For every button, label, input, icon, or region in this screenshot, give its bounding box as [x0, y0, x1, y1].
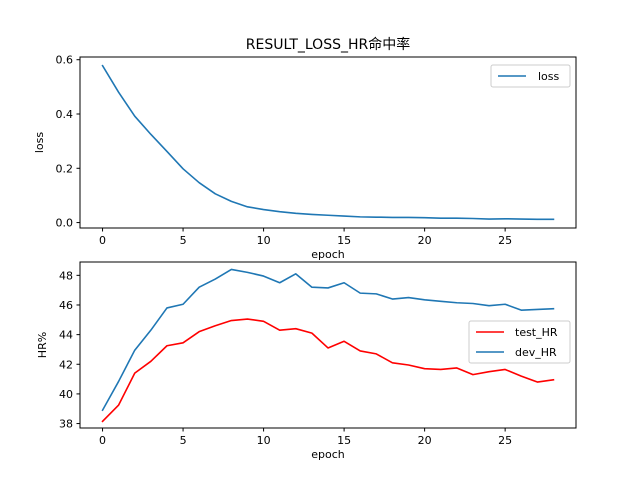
- x-tick-label: 15: [337, 234, 351, 247]
- x-tick-label: 0: [99, 434, 106, 447]
- y-axis-label: loss: [33, 132, 46, 154]
- series-line-dev-hr: [101, 268, 555, 412]
- y-tick-label: 48: [59, 269, 73, 282]
- series-line-loss: [101, 64, 555, 221]
- y-tick-label: 42: [59, 358, 73, 371]
- legend-label: test_HR: [515, 326, 558, 339]
- legend-box: [490, 64, 571, 88]
- y-tick-label: 46: [59, 299, 73, 312]
- hr-plot: 0 5 10 15 20 25 38 40 42 44 46 48 epoch HR% test_HRdev…: [36, 261, 577, 461]
- loss-plot: 0 5 10 15 20 25 0.0 0.2 0.4 0.6 epoch loss loss: [33, 54, 577, 261]
- series-line-test-hr: [101, 318, 555, 423]
- x-tick-label: 0: [99, 234, 106, 247]
- x-tick-label: 25: [498, 434, 512, 447]
- x-axis-label: epoch: [311, 448, 345, 461]
- legend-label: loss: [538, 70, 560, 83]
- chart-title: RESULT_LOSS_HR命中率: [246, 36, 410, 53]
- x-tick-label: 5: [180, 234, 187, 247]
- x-tick-label: 25: [498, 234, 512, 247]
- x-tick-label: 10: [257, 434, 271, 447]
- legend: loss: [490, 64, 571, 88]
- legend: test_HR dev_HR: [468, 320, 571, 364]
- y-axis-label: HR%: [36, 332, 49, 358]
- x-tick-label: 15: [337, 434, 351, 447]
- y-tick-label: 38: [59, 418, 73, 431]
- y-tick-label: 40: [59, 388, 73, 401]
- y-tick-label: 0.2: [56, 162, 74, 175]
- y-tick-label: 0.0: [56, 217, 74, 230]
- axes-frame: [79, 261, 577, 429]
- x-axis-label: epoch: [311, 248, 345, 261]
- axes-frame: [79, 56, 577, 229]
- x-tick-label: 10: [257, 234, 271, 247]
- legend-label: dev_HR: [515, 346, 557, 359]
- x-tick-label: 5: [180, 434, 187, 447]
- y-tick-label: 0.6: [56, 54, 74, 67]
- y-tick-label: 0.4: [56, 108, 74, 121]
- x-tick-label: 20: [418, 434, 432, 447]
- y-tick-label: 44: [59, 329, 73, 342]
- x-tick-label: 20: [418, 234, 432, 247]
